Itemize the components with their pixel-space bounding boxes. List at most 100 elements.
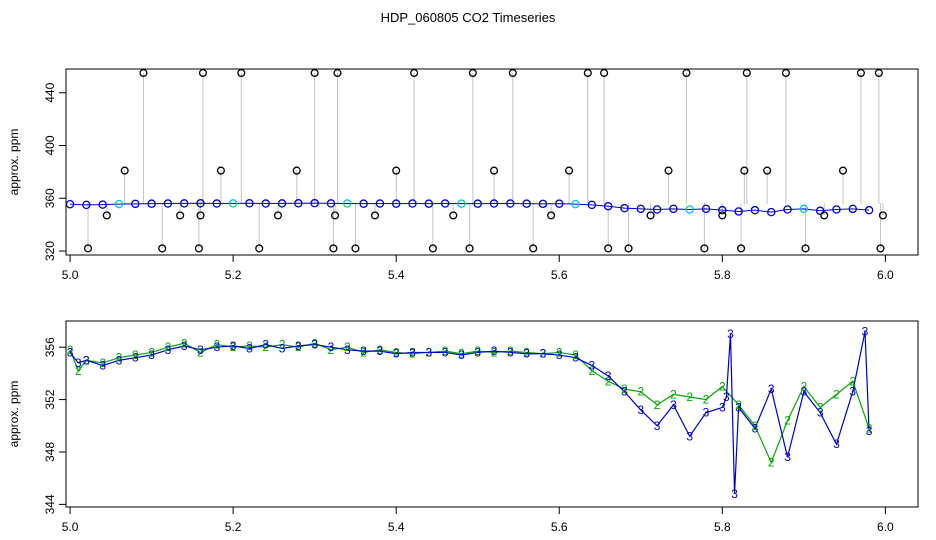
- main-point: [114, 199, 124, 209]
- outlier-point: [465, 244, 474, 253]
- series-3-point: 3: [723, 390, 730, 404]
- series-2-point: 2: [523, 345, 530, 359]
- outlier-point: [198, 68, 208, 78]
- series-3-point: 3: [377, 344, 384, 358]
- series-3-point: 3: [703, 406, 710, 420]
- main-point: [718, 205, 727, 215]
- bottom-x-tick-label: 5.2: [225, 520, 242, 534]
- series-3-point: 3: [75, 356, 82, 370]
- outlier-point: [310, 68, 319, 78]
- series-3-point: 3: [393, 347, 400, 361]
- main-series-line: [70, 202, 870, 213]
- series-3-point: 3: [474, 345, 481, 359]
- bottom-x-tick-label: 5.6: [551, 520, 568, 534]
- series-3-point: 3: [213, 340, 220, 354]
- main-point: [701, 204, 711, 214]
- series-3-point: 3: [425, 345, 432, 359]
- outlier-point: [392, 166, 401, 175]
- series-2-point: 2: [132, 348, 139, 362]
- series-2-point: 2: [148, 345, 155, 359]
- outlier-point: [410, 68, 419, 78]
- series-3-point: 3: [311, 338, 318, 352]
- outlier-point: [237, 68, 246, 78]
- series-3-point: 3: [735, 400, 742, 414]
- outlier-point: [329, 244, 338, 253]
- series-2-point: 2: [393, 345, 400, 359]
- series-2-point: 2: [719, 379, 726, 393]
- series-3-point: 3: [817, 406, 824, 420]
- main-point: [424, 199, 434, 208]
- main-point: [212, 199, 222, 208]
- outlier-point: [646, 211, 655, 220]
- series-3-point: 3: [83, 353, 90, 367]
- outlier-point: [468, 68, 477, 78]
- series-2-point: 2: [197, 345, 204, 359]
- top-y-ticks: 320 360 400 440: [43, 82, 66, 261]
- series-2-point: 2: [442, 344, 449, 358]
- top-panel: approx. ppm 5.0 5.2 5.4 5.6 5.8 6.0 320 360 400…: [7, 68, 919, 282]
- outlier-point: [801, 244, 810, 253]
- main-point: [538, 199, 548, 209]
- series-3-point: 3: [442, 345, 449, 359]
- series-3-point: 3: [540, 347, 547, 361]
- main-point: [326, 199, 336, 208]
- bottom-y-ticks: 344 348 352 356: [43, 337, 66, 514]
- outlier-point: [700, 244, 709, 253]
- outlier-point: [489, 166, 499, 175]
- series-2-point: 2: [311, 336, 318, 350]
- outlier-point: [351, 244, 360, 253]
- series-3-point: 3: [344, 343, 351, 357]
- main-point: [294, 199, 303, 208]
- series-2-point: 2: [409, 347, 416, 361]
- main-point: [163, 199, 173, 208]
- main-point: [815, 206, 825, 216]
- main-point: [864, 205, 874, 215]
- outlier-point: [508, 68, 517, 78]
- bottom-panel: approx. ppm 5.0 5.2 5.4 5.6 5.8 6.0 344 348 352…: [7, 320, 919, 534]
- outlier-point: [874, 68, 883, 78]
- outlier-point: [878, 211, 887, 220]
- outlier-point: [604, 244, 613, 253]
- series-2-point: 2: [213, 338, 220, 352]
- series-3-point: 3: [165, 343, 172, 357]
- outlier-point: [740, 166, 749, 175]
- series-3-point: 3: [523, 347, 530, 361]
- series-3-point: 3: [132, 351, 139, 365]
- series-2-point: 2: [572, 348, 579, 362]
- bottom-x-ticks: 5.0 5.2 5.4 5.6 5.8 6.0: [62, 507, 894, 534]
- main-point: [685, 205, 694, 214]
- outlier-point: [331, 211, 340, 220]
- series-2-point: 2: [458, 347, 465, 361]
- outlier-point: [763, 166, 772, 175]
- series-3-point: 3: [572, 351, 579, 365]
- outlier-point: [737, 244, 746, 253]
- top-x-tick-label: 5.2: [225, 268, 242, 282]
- outlier-point: [564, 166, 574, 175]
- series-3-point: 3: [637, 403, 644, 417]
- main-point: [799, 204, 809, 214]
- series-2-point: 2: [246, 339, 253, 353]
- series-2-point: 2: [654, 398, 661, 412]
- series-3-point: 3: [589, 359, 596, 373]
- series-2-point: 2: [768, 455, 775, 469]
- series-2-point: 2: [686, 390, 693, 404]
- series-3-point: 3: [731, 487, 738, 501]
- main-point: [359, 199, 368, 208]
- series-2-point: 2: [262, 340, 269, 354]
- outlier-point: [333, 68, 342, 78]
- outlier-point: [176, 211, 185, 220]
- bottom-y-axis-label: approx. ppm: [7, 381, 21, 448]
- series-3-line: [69, 331, 870, 494]
- series-3-point: 3: [654, 419, 661, 433]
- series-3-point: 3: [686, 429, 693, 443]
- series-3-point: 3: [727, 327, 734, 341]
- outlier-point: [196, 211, 205, 220]
- outlier-point: [664, 166, 673, 175]
- series-2-point: 2: [425, 345, 432, 359]
- top-x-tick-label: 5.8: [714, 268, 731, 282]
- top-x-tick-label: 5.6: [551, 268, 568, 282]
- main-point: [669, 204, 678, 214]
- outlier-point: [139, 68, 148, 78]
